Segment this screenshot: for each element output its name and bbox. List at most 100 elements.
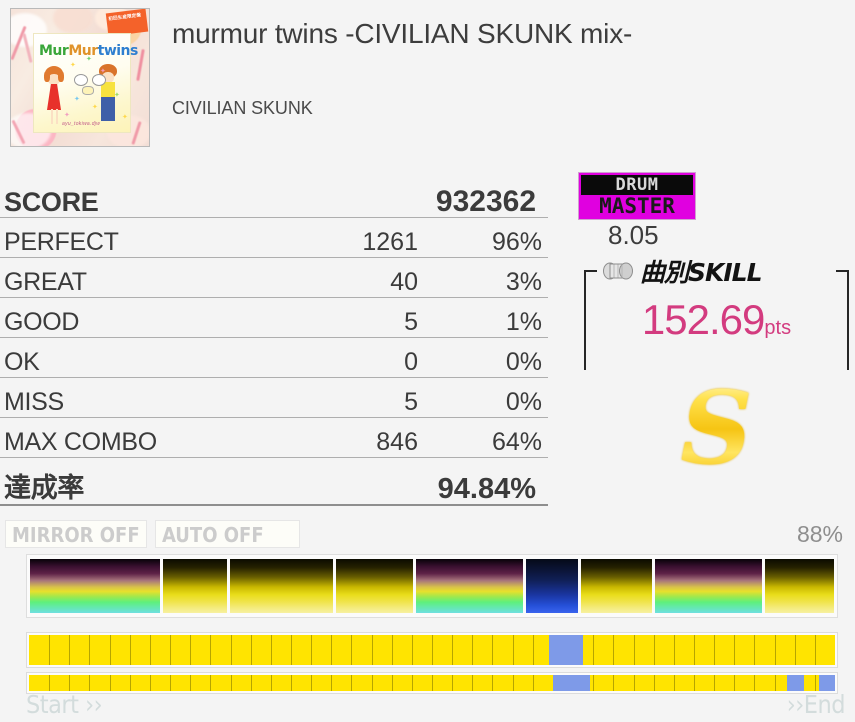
jacket-inner-card: MurMurtwins ✦ ✦ ✦	[33, 33, 138, 133]
timeline-tick	[371, 635, 373, 665]
timeline-tick	[653, 635, 655, 665]
timeline-upper[interactable]	[26, 632, 838, 668]
difficulty-badge: DRUM MASTER	[578, 172, 696, 220]
timeline-tick	[391, 675, 393, 691]
drum-skill-icon	[603, 262, 633, 280]
jacket-doodle-cat	[92, 74, 106, 86]
gauge-bar	[765, 559, 834, 613]
timeline-tick	[693, 635, 695, 665]
judgement-label: GOOD	[4, 308, 80, 336]
skill-points-wrap: 152.69pts	[578, 296, 855, 344]
timeline-tick	[532, 635, 534, 665]
gauge-bar	[30, 559, 160, 613]
jacket-star: ✦	[86, 56, 92, 63]
judgement-count: 1261	[362, 228, 418, 256]
timeline-tick	[532, 675, 534, 691]
figure-hair-side	[44, 71, 50, 82]
timeline-tick	[170, 635, 172, 665]
timeline-tick	[190, 675, 192, 691]
jacket-star: ✦	[64, 112, 70, 119]
timeline-marker	[818, 675, 835, 691]
rank-wrap: S	[578, 376, 855, 482]
timeline-tick	[170, 675, 172, 691]
jacket-star: ✦	[70, 62, 76, 69]
jacket-obi-text: 初回生産限定盤	[108, 12, 142, 22]
achievement-value: 94.84%	[437, 473, 536, 505]
end-label[interactable]: ››End	[786, 690, 846, 719]
timeline-tick	[492, 675, 494, 691]
timeline-tick	[290, 635, 292, 665]
gauge-bar	[655, 559, 763, 613]
jacket-doodle-cup	[82, 86, 94, 95]
table-row: OK 0 0%	[0, 338, 548, 378]
judgement-label: GREAT	[4, 268, 87, 296]
timeline-tick	[472, 675, 474, 691]
jacket-star: ✦	[122, 114, 128, 121]
option-auto[interactable]: AUTO OFF	[155, 520, 300, 548]
skill-header: 曲別SKILL	[598, 256, 766, 287]
jacket-logo: MurMurtwins	[39, 40, 138, 62]
jacket-doodle-cat	[74, 74, 88, 86]
timeline-tick	[109, 675, 111, 691]
figure-pants	[101, 97, 115, 121]
difficulty-name: MASTER	[599, 194, 675, 218]
timeline-tick	[452, 635, 454, 665]
timeline-tick	[734, 675, 736, 691]
timeline-tick	[210, 635, 212, 665]
figure-leg	[56, 109, 58, 124]
table-row-achievement: 達成率 94.84%	[0, 458, 548, 506]
timeline-tick	[230, 675, 232, 691]
timeline-tick	[492, 635, 494, 665]
table-row: MAX COMBO 846 64%	[0, 418, 548, 458]
jacket-star: ✦	[92, 104, 98, 111]
timeline-tick	[210, 675, 212, 691]
timeline-tick	[432, 635, 433, 665]
song-info: murmur twins -CIVILIAN SKUNK mix- CIVILI…	[150, 8, 632, 152]
start-label[interactable]: Start ››	[26, 690, 103, 719]
table-row: MISS 5 0%	[0, 378, 548, 418]
timeline-tick	[472, 635, 474, 665]
judgement-count: 5	[404, 388, 418, 416]
judgement-label: MAX COMBO	[4, 428, 157, 456]
jacket-logo-part-1: Mur	[39, 43, 69, 59]
judgement-label: OK	[4, 348, 40, 376]
timeline-track	[29, 675, 835, 691]
figure-leg	[51, 109, 53, 124]
skill-label: 曲別SKILL	[640, 258, 763, 287]
timeline-tick	[411, 635, 413, 665]
timeline-tick	[673, 635, 675, 665]
timeline-tick	[452, 675, 454, 691]
timeline-tick	[49, 675, 51, 691]
timeline-tick	[633, 675, 635, 691]
timeline-tick	[714, 675, 716, 691]
jacket-star: ✦	[100, 68, 106, 75]
option-mirror[interactable]: MIRROR OFF	[5, 520, 147, 548]
timeline-tick	[351, 675, 353, 691]
timeline-tick	[129, 675, 131, 691]
timeline-tick	[270, 635, 272, 665]
timeline-tick	[593, 635, 595, 665]
judgement-label: PERFECT	[4, 228, 119, 256]
judgement-count: 5	[404, 308, 418, 336]
timeline-lower[interactable]	[26, 672, 838, 694]
figure-face	[102, 72, 114, 83]
timeline-tick	[250, 675, 252, 691]
album-jacket: 初回生産限定盤 MurMurtwins	[10, 8, 150, 147]
timeline-tick	[794, 635, 796, 665]
song-header: 初回生産限定盤 MurMurtwins	[0, 0, 855, 152]
judgement-percent: 1%	[505, 308, 542, 336]
gauge-bar	[230, 559, 333, 613]
timeline-tick	[673, 675, 675, 691]
timeline-tick	[653, 675, 655, 691]
skill-points-value: 152.69	[641, 296, 765, 343]
judgement-percent: 0%	[505, 348, 542, 376]
score-table: SCORE 932362 PERFECT 1261 96% GREAT 40 3…	[0, 172, 548, 506]
timeline-tick	[633, 635, 635, 665]
timeline-tick	[149, 675, 151, 691]
timeline-tick	[331, 675, 333, 691]
timeline-tick	[129, 635, 131, 665]
difficulty-instrument: DRUM	[581, 175, 693, 195]
timeline-tick	[734, 635, 736, 665]
figure-hair-side	[58, 71, 64, 82]
timeline-footer: Start ›› ››End	[0, 690, 855, 722]
